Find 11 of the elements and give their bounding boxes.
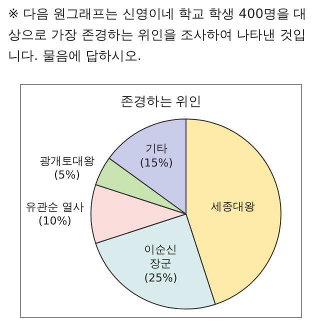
data-label: (15%)	[140, 156, 173, 170]
data-label: (25%)	[144, 271, 178, 284]
slice-label: 이순신 장군	[144, 242, 178, 270]
data-label: (10%)	[38, 214, 72, 228]
slice-label: 유관순 열사	[26, 200, 84, 214]
data-label: (5%)	[54, 168, 80, 182]
text: ※ 다음 원그래프는 신영이네 학교 학생 400명을 대상으로 가장 존경하는 위인을 조사하여 나타낸 것입니다. 물음에 답하시오.	[8, 6, 308, 66]
slice-label: 세종대왕	[211, 200, 256, 214]
slice-label: 광개토대왕	[40, 154, 95, 168]
chart-title: 존경하는 위인	[120, 92, 202, 110]
slice-label: 기타	[145, 142, 168, 156]
